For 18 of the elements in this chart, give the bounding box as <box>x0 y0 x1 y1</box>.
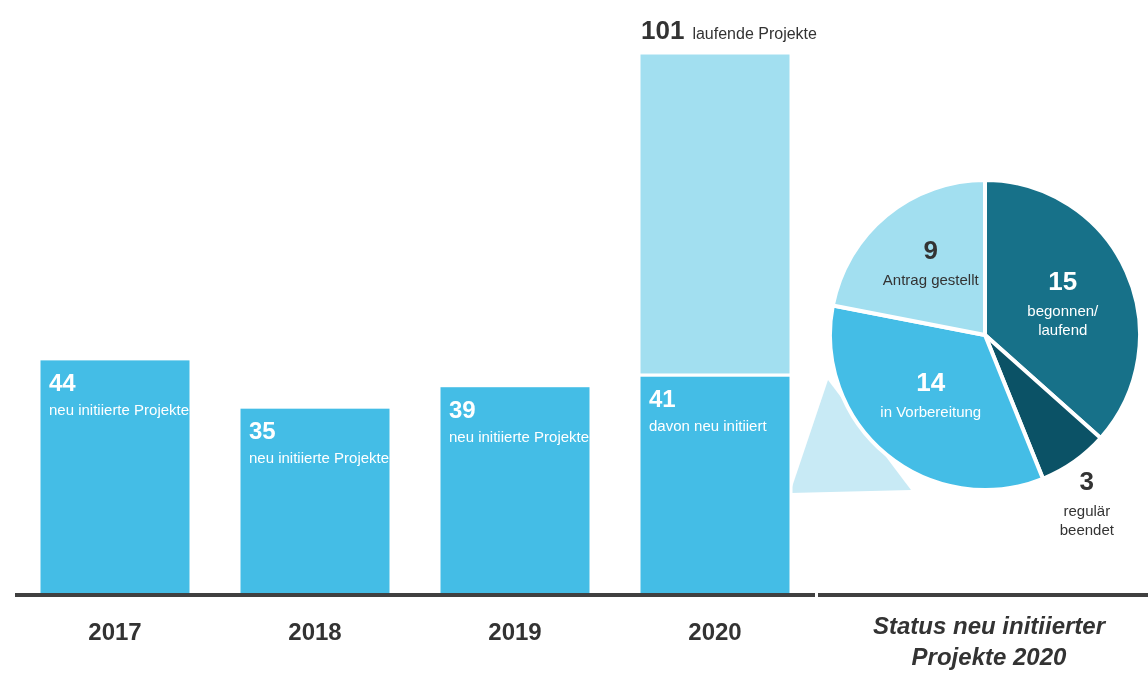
text: Status neu initiierter Projekte 2020 <box>871 611 1107 672</box>
data-label: 35 neu initiierte Projekte <box>249 417 390 467</box>
data-label: 44 neu initiierte Projekte <box>49 368 190 418</box>
slice-label: begonnen/ laufend <box>1027 302 1100 339</box>
x-tick-label: 2018 <box>288 618 342 646</box>
data-label: 39 neu initiierte Projekte <box>449 395 590 445</box>
total-label: 101 laufende Projekte <box>641 15 818 45</box>
x-tick-label: 2019 <box>488 618 542 646</box>
data-label: 14 <box>916 366 946 397</box>
data-label: 15 <box>1048 266 1078 297</box>
slice-label: regulär beendet <box>1059 501 1115 538</box>
x-tick-label: 2017 <box>88 618 142 646</box>
data-label: 41 davon neu initiiert <box>649 384 768 434</box>
data-label: 3 <box>1079 465 1095 496</box>
data-label: 9 <box>923 235 938 266</box>
slice-label: Antrag gestellt <box>882 271 980 289</box>
x-tick-label: 2020 <box>688 618 742 646</box>
slice-label: in Vorbereitung <box>880 402 982 420</box>
